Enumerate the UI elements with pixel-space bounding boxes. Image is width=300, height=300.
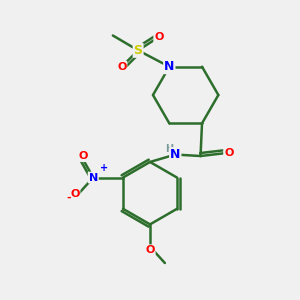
Text: O: O [70,189,80,199]
Text: O: O [224,148,233,158]
Text: O: O [117,62,127,72]
Text: N: N [164,60,175,73]
Text: +: + [100,163,108,173]
Text: H: H [165,144,173,154]
Text: -: - [66,193,70,202]
Text: O: O [145,245,155,255]
Text: N: N [88,172,98,183]
Text: N: N [170,148,181,161]
Text: O: O [154,32,164,42]
Text: O: O [78,151,88,161]
Text: S: S [134,44,142,57]
